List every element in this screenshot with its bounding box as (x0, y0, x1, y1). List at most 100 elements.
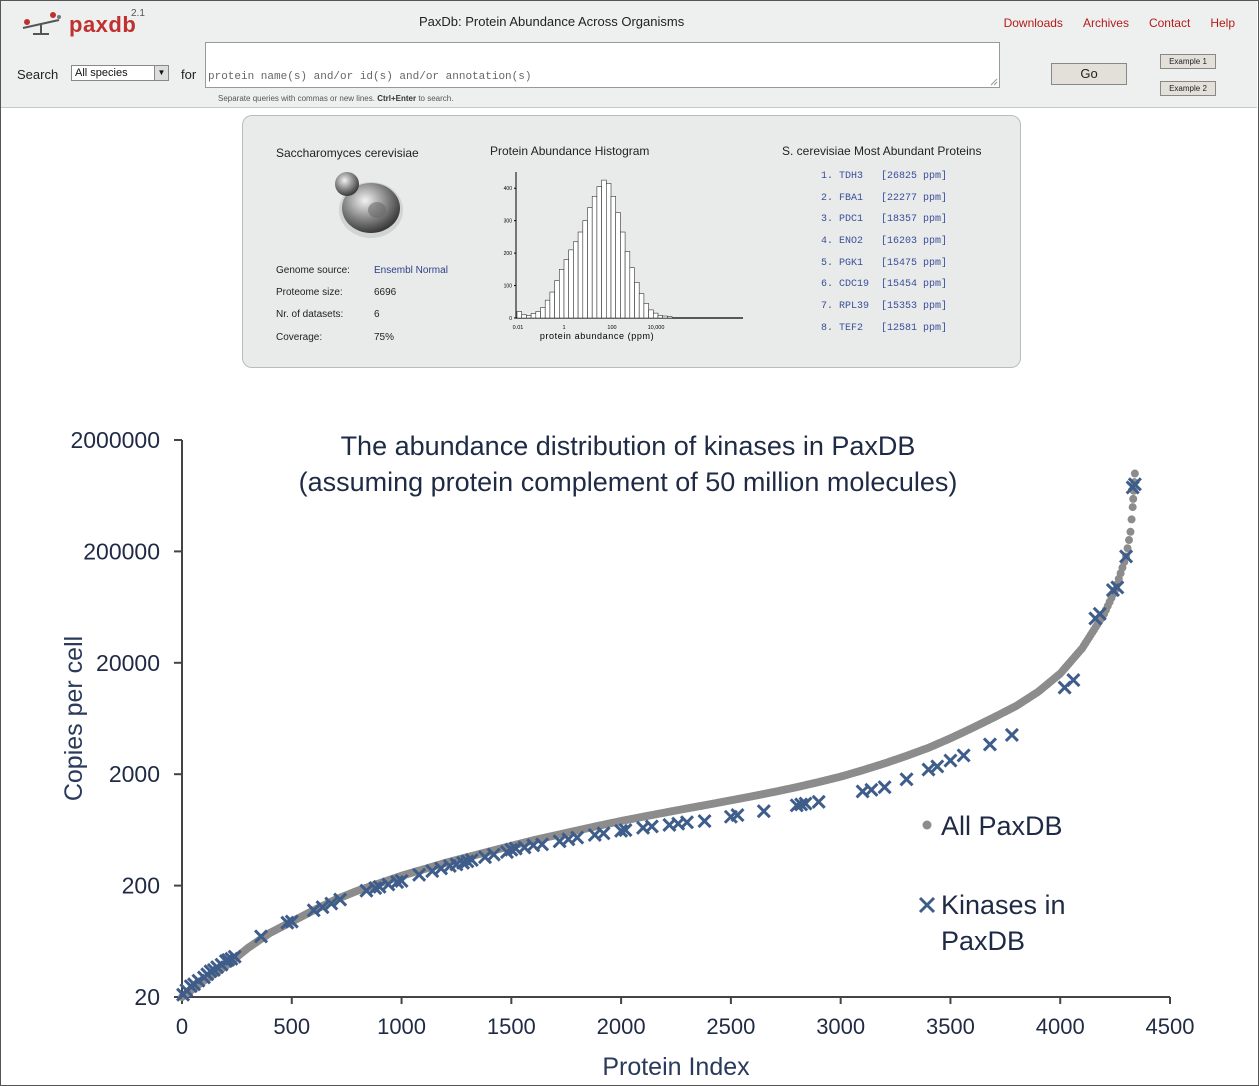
histogram-bar (629, 267, 635, 319)
info-value-datasets: 6 (374, 309, 380, 320)
histogram-bar (643, 303, 649, 319)
kinase-point (280, 915, 295, 930)
histogram-x-tick-label: 1 (562, 325, 565, 331)
query-textarea[interactable]: protein name(s) and/or id(s) and/or anno… (205, 42, 1000, 88)
kinase-marker-stroke (1066, 672, 1081, 688)
kinase-point (464, 852, 479, 867)
kinase-marker-stroke (504, 842, 519, 857)
kinase-point (284, 914, 299, 929)
nav-downloads[interactable]: Downloads (1003, 16, 1063, 30)
top-protein-item[interactable]: 1. TDH3 [26825 ppm] (821, 171, 948, 182)
kinase-marker-stroke (284, 914, 299, 929)
kinase-point (504, 842, 519, 857)
histogram-bar (657, 315, 663, 319)
histogram-bar (638, 293, 645, 319)
chart-y-tick-label: 200000 (83, 538, 160, 564)
info-label-genome: Genome source: (276, 265, 350, 276)
kinase-point (596, 826, 611, 841)
chart-y-tick-label: 2000 (109, 761, 160, 787)
kinase-point (644, 819, 659, 834)
kinase-point (390, 875, 405, 890)
kinase-marker-stroke (596, 826, 611, 841)
scale-logo-icon (22, 12, 61, 35)
kinase-point (614, 823, 629, 838)
nav-contact[interactable]: Contact (1148, 16, 1191, 30)
kinase-marker-stroke (425, 864, 440, 879)
kinase-marker-stroke (1110, 580, 1125, 595)
kinase-marker-stroke (359, 883, 374, 898)
species-select[interactable]: All species ▼ (71, 65, 169, 81)
kinase-marker-stroke (280, 915, 295, 930)
kinase-marker-stroke (253, 929, 269, 944)
top-protein-item[interactable]: 8. TEF2 [12581 ppm] (821, 322, 948, 334)
kinase-marker-stroke (324, 896, 339, 911)
kinase-point (1127, 477, 1142, 492)
kinase-marker-stroke (227, 949, 242, 964)
top-protein-item[interactable]: 5. PGK1 [15475 ppm] (821, 257, 948, 269)
kinase-point (412, 867, 427, 882)
kinase-marker-stroke (1004, 727, 1019, 743)
example-1-button[interactable]: Example 1 (1160, 54, 1216, 69)
all-paxdb-point (1129, 494, 1138, 503)
kinase-marker-stroke (877, 780, 892, 795)
kinase-abundance-chart: 20 200 2000 20000 200000 2000000 0 500 1000 1500 2… (60, 427, 1194, 1081)
chart-x-tick-label: 0 (176, 1014, 188, 1039)
resize-grip-icon[interactable] (990, 78, 998, 86)
paxdb-logo[interactable]: paxdb 2.1 (19, 8, 159, 37)
kinase-point (679, 815, 695, 830)
histogram-bar (653, 312, 659, 319)
go-button[interactable]: Go (1051, 63, 1127, 85)
histogram-bar (587, 207, 593, 319)
chart-x-tick-label: 1500 (487, 1014, 536, 1039)
kinase-point (697, 813, 712, 829)
histogram-bar (591, 196, 598, 319)
kinase-marker-stroke (956, 748, 971, 763)
kinase-point (877, 780, 892, 795)
histogram-x-tick-label: 10,000 (648, 325, 665, 331)
top-proteins-list: 1. TDH3 [26825 ppm] 2. FBA1 [22277 ppm] 3.… (821, 171, 947, 345)
kinase-marker-stroke (811, 794, 826, 809)
dropdown-arrow-icon[interactable]: ▼ (154, 66, 168, 80)
nav-archives[interactable]: Archives (1082, 16, 1129, 30)
top-protein-item[interactable]: 3. PDC1 [18357 ppm] (821, 214, 948, 226)
histogram-bar (573, 241, 579, 319)
site-title: PaxDb: Protein Abundance Across Organism… (419, 14, 685, 29)
top-protein-item[interactable]: 7. RPL39 [15353 ppm] (821, 301, 948, 313)
hint-text: Separate queries with commas or new line… (218, 94, 378, 103)
chart-x-label: Protein Index (602, 1053, 750, 1081)
kinase-point (368, 881, 383, 896)
histogram-bar (634, 282, 640, 319)
histogram-bar (540, 307, 546, 319)
top-protein-item[interactable]: 4. ENO2 [16203 ppm] (821, 236, 948, 248)
chart-x-tick-label: 3500 (926, 1014, 975, 1039)
hint-shortcut: Ctrl+Enter (377, 94, 417, 103)
histogram-bar (662, 315, 668, 319)
kinase-marker-stroke (412, 867, 427, 882)
info-value-coverage: 75% (374, 332, 395, 343)
kinase-point (1119, 549, 1134, 564)
top-protein-item[interactable]: 2. FBA1 [22277 ppm] (821, 192, 948, 204)
kinase-point (315, 900, 330, 915)
all-paxdb-point (1128, 503, 1137, 512)
kinase-point (794, 797, 809, 812)
kinase-marker-stroke (1092, 606, 1107, 621)
kinase-marker-stroke (662, 817, 677, 833)
kinase-marker-stroke (394, 873, 409, 889)
all-paxdb-point (1123, 544, 1132, 553)
info-label-datasets: Nr. of datasets: (276, 309, 344, 320)
kinase-marker-stroke (798, 796, 813, 811)
kinase-marker-stroke (368, 881, 383, 896)
chart-y-tick-label: 20 (134, 984, 160, 1010)
info-value-proteome: 6696 (374, 287, 397, 298)
histogram-x-label: protein abundance (ppm) (540, 331, 654, 341)
top-protein-item[interactable]: 6. CDC19 [15454 ppm] (821, 279, 948, 291)
kinase-marker-stroke (756, 804, 771, 819)
nav-help[interactable]: Help (1210, 16, 1235, 30)
search-hint: Separate queries with commas or new line… (218, 94, 453, 103)
search-label: Search (17, 67, 59, 82)
histogram-bar (521, 314, 527, 319)
info-value-genome[interactable]: Ensembl Normal (374, 265, 448, 276)
histogram-bar (549, 291, 555, 319)
example-2-button[interactable]: Example 2 (1160, 81, 1216, 96)
all-paxdb-point (1126, 527, 1135, 536)
